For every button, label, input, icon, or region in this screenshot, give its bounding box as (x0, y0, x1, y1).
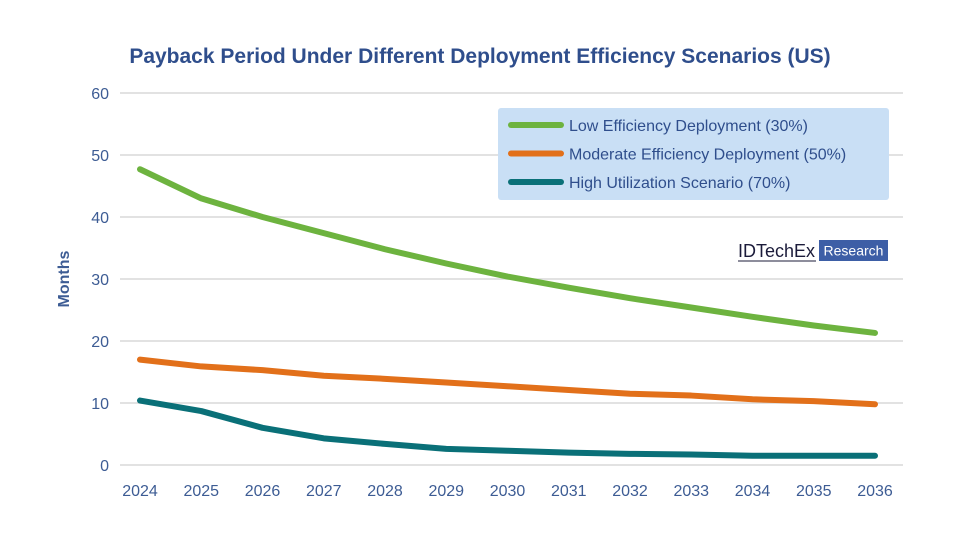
x-tick-label: 2033 (673, 483, 709, 500)
x-tick-label: 2032 (612, 483, 648, 500)
x-tick-label: 2034 (735, 483, 771, 500)
x-tick-label: 2028 (367, 483, 403, 500)
x-tick-label: 2024 (122, 483, 158, 500)
y-tick-label: 10 (91, 396, 109, 413)
brand-tag: Research (824, 243, 884, 259)
legend-label: Low Efficiency Deployment (30%) (569, 118, 808, 135)
legend-label: High Utilization Scenario (70%) (569, 175, 790, 192)
series-line-3 (137, 397, 878, 459)
x-tick-label: 2031 (551, 483, 587, 500)
x-tick-label: 2027 (306, 483, 342, 500)
y-tick-label: 20 (91, 334, 109, 351)
y-tick-label: 60 (91, 86, 109, 103)
y-tick-label: 40 (91, 210, 109, 227)
y-tick-label: 0 (100, 458, 109, 475)
legend-items: Low Efficiency Deployment (30%) Moderate … (508, 118, 846, 192)
brand-tag-background (819, 240, 888, 261)
legend: Low Efficiency Deployment (30%) Moderate … (498, 108, 889, 200)
x-tick-label: 2035 (796, 483, 832, 500)
chart-title: Payback Period Under Different Deploymen… (129, 45, 830, 68)
y-tick-label: 50 (91, 148, 109, 165)
legend-label: Moderate Efficiency Deployment (50%) (569, 147, 846, 164)
y-tick-label: 30 (91, 272, 109, 289)
x-tick-label: 2036 (857, 483, 893, 500)
x-tick-label: 2030 (490, 483, 526, 500)
x-tick-label: 2029 (428, 483, 464, 500)
x-tick-label: 2026 (245, 483, 281, 500)
x-tick-label: 2025 (183, 483, 219, 500)
idtechex-logo: IDTechEx Research (738, 240, 888, 262)
legend-background (498, 108, 889, 200)
series-lines (137, 166, 878, 459)
y-axis-label: Months (56, 250, 73, 307)
series-line-2 (137, 356, 878, 408)
x-ticks: 2024 2025 2026 2027 2028 2029 2030 2031 2032 2033… (122, 483, 893, 500)
brand-name: IDTechEx (738, 241, 815, 261)
y-ticks: 0 10 20 30 40 50 60 (91, 86, 109, 475)
